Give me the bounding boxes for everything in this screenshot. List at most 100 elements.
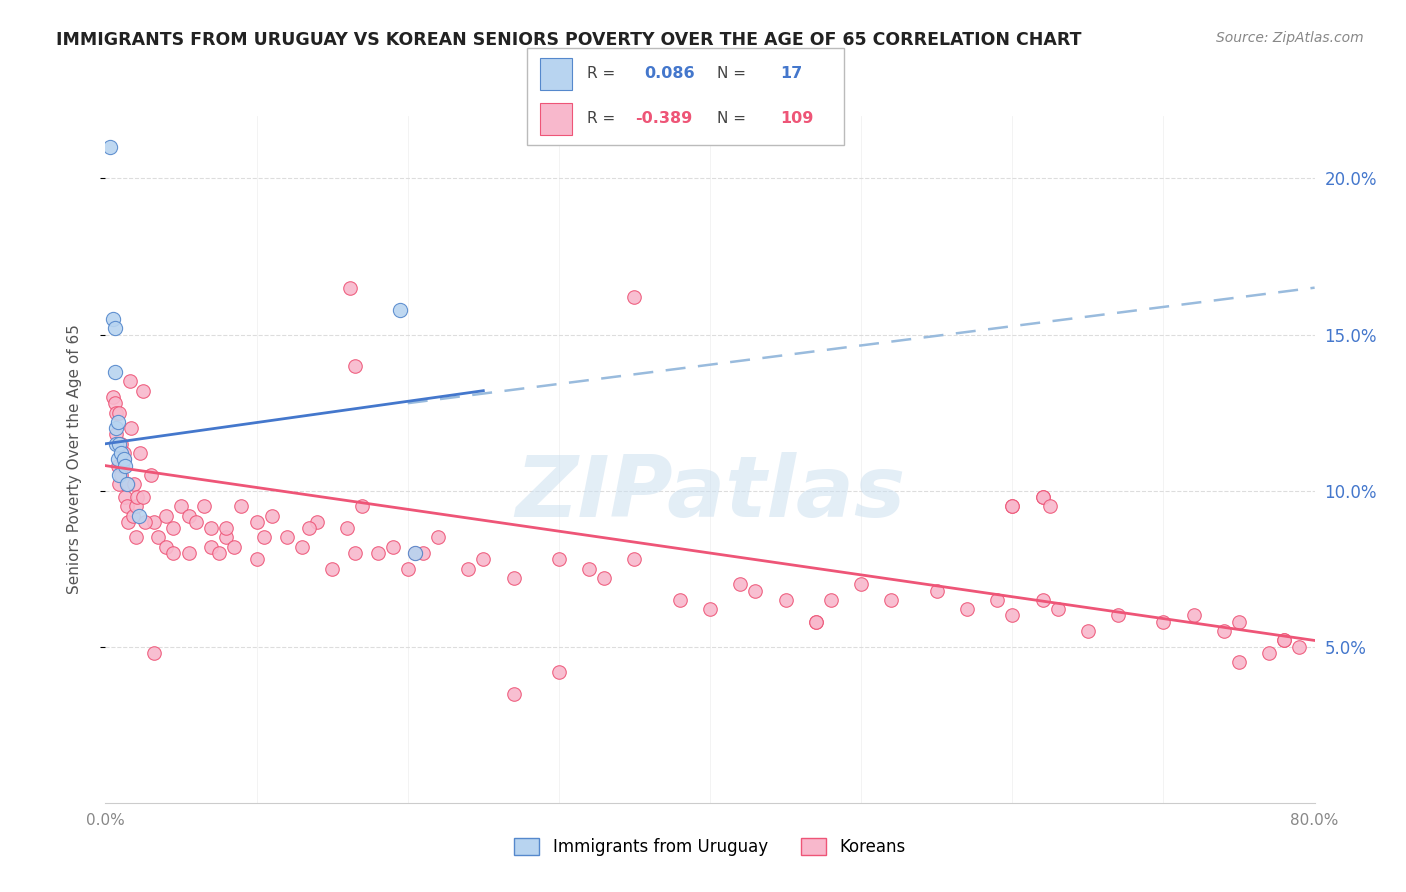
Point	[155, 508, 177, 523]
Point	[1274, 633, 1296, 648]
Point	[129, 446, 152, 460]
Point	[98, 140, 121, 154]
Point	[117, 477, 139, 491]
Point	[112, 452, 135, 467]
Point	[103, 365, 125, 379]
Point	[381, 540, 404, 554]
Point	[502, 687, 524, 701]
Point	[1001, 608, 1024, 623]
Point	[343, 546, 366, 560]
Legend: Immigrants from Uruguay, Koreans: Immigrants from Uruguay, Koreans	[508, 831, 912, 863]
Point	[880, 593, 903, 607]
Point	[307, 515, 329, 529]
Point	[162, 521, 184, 535]
Point	[804, 615, 827, 629]
Point	[623, 552, 645, 566]
Point	[103, 321, 125, 335]
Point	[193, 500, 215, 514]
Point	[118, 375, 141, 389]
Point	[142, 646, 165, 660]
Point	[105, 421, 128, 435]
Point	[1032, 593, 1054, 607]
Point	[593, 571, 616, 585]
Point	[121, 508, 143, 523]
Point	[404, 546, 426, 560]
Point	[412, 546, 434, 560]
Point	[253, 530, 276, 544]
Point	[101, 390, 124, 404]
Point	[186, 515, 208, 529]
Point	[105, 406, 128, 420]
Point	[343, 359, 366, 373]
Point	[115, 500, 138, 514]
Point	[457, 562, 479, 576]
Point	[200, 521, 222, 535]
Point	[246, 552, 269, 566]
Point	[139, 468, 162, 483]
Point	[246, 515, 269, 529]
Point	[404, 546, 426, 560]
Point	[162, 546, 184, 560]
Point	[125, 500, 148, 514]
Point	[110, 446, 132, 460]
Text: -0.389: -0.389	[636, 111, 692, 126]
Point	[1107, 608, 1129, 623]
Point	[1213, 624, 1236, 639]
Text: 17: 17	[780, 66, 803, 80]
Point	[260, 508, 283, 523]
Point	[101, 312, 124, 326]
Point	[699, 602, 721, 616]
Text: N =: N =	[717, 111, 751, 126]
Point	[389, 302, 412, 317]
Point	[291, 540, 314, 554]
Point	[956, 602, 979, 616]
Point	[623, 290, 645, 304]
Point	[1001, 500, 1024, 514]
Point	[132, 490, 155, 504]
Point	[107, 415, 129, 429]
Point	[744, 583, 766, 598]
Point	[114, 458, 136, 473]
Point	[396, 562, 419, 576]
Point	[1153, 615, 1175, 629]
Point	[120, 421, 142, 435]
Point	[128, 508, 150, 523]
Point	[125, 530, 148, 544]
Point	[1032, 490, 1054, 504]
Bar	[540, 58, 571, 89]
Point	[820, 593, 842, 607]
Point	[1227, 655, 1250, 669]
Point	[849, 577, 872, 591]
Point	[155, 540, 177, 554]
Point	[804, 615, 827, 629]
Point	[1274, 633, 1296, 648]
Point	[177, 508, 200, 523]
Text: Source: ZipAtlas.com: Source: ZipAtlas.com	[1216, 31, 1364, 45]
Point	[669, 593, 692, 607]
Point	[502, 571, 524, 585]
Point	[103, 396, 125, 410]
Point	[108, 406, 131, 420]
Point	[1258, 646, 1281, 660]
Point	[352, 500, 374, 514]
Point	[730, 577, 752, 591]
Point	[127, 490, 149, 504]
Point	[215, 530, 238, 544]
Point	[472, 552, 495, 566]
Point	[925, 583, 948, 598]
Point	[108, 437, 131, 451]
Point	[110, 468, 132, 483]
Point	[134, 515, 156, 529]
Point	[142, 515, 165, 529]
Point	[222, 540, 245, 554]
Point	[298, 521, 321, 535]
Y-axis label: Seniors Poverty Over the Age of 65: Seniors Poverty Over the Age of 65	[67, 325, 82, 594]
Point	[107, 452, 129, 467]
Point	[177, 546, 200, 560]
Point	[105, 437, 128, 451]
Point	[117, 515, 139, 529]
Point	[115, 477, 138, 491]
Point	[1227, 615, 1250, 629]
Point	[1077, 624, 1099, 639]
Point	[578, 562, 600, 576]
